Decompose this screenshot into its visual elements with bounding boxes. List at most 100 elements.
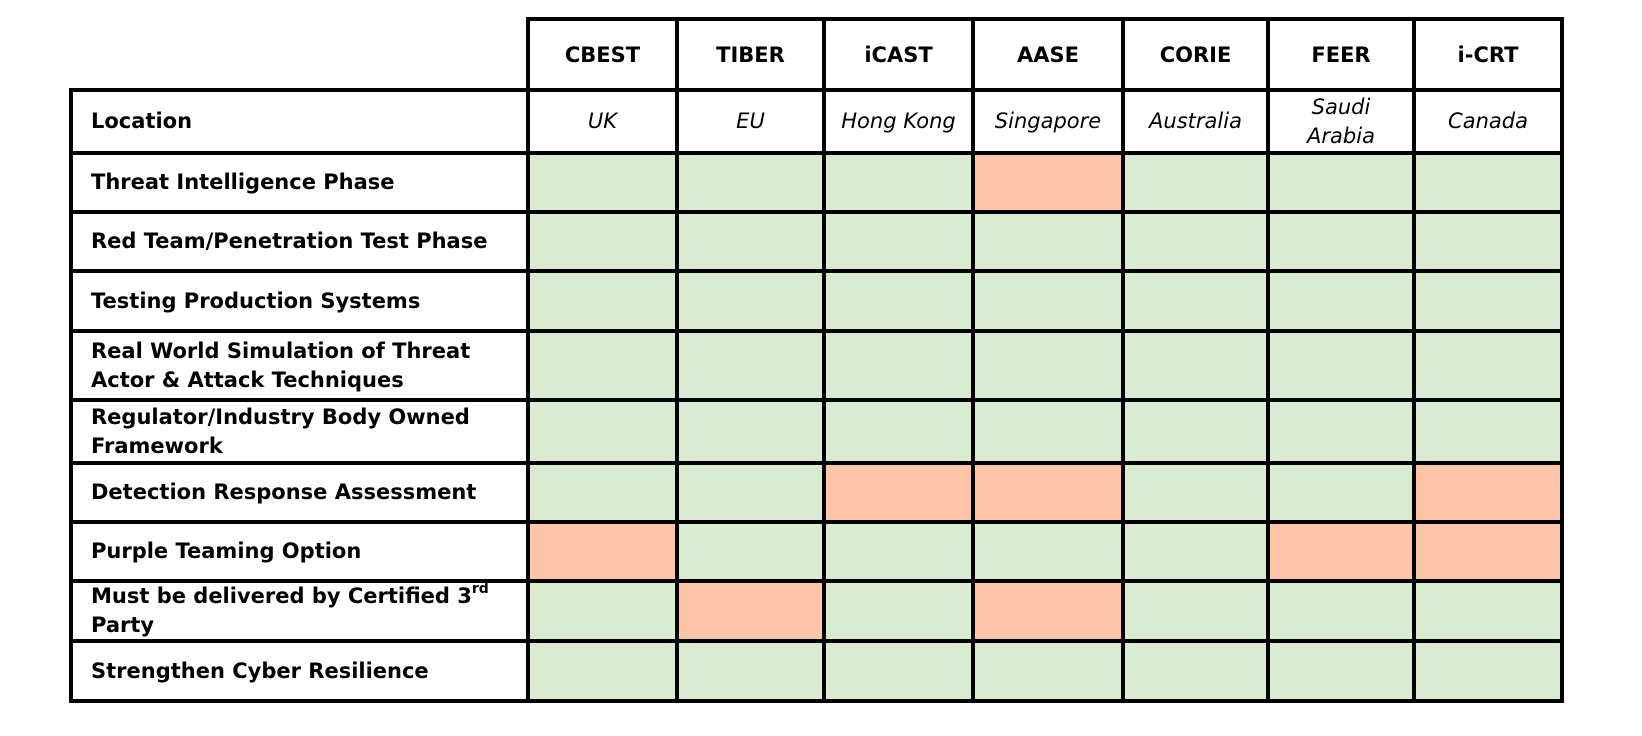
location-cell-i-crt: Canada [1448, 109, 1528, 133]
grid-line-horizontal [69, 461, 1564, 465]
column-header-cbest: CBEST [564, 42, 641, 67]
status-cell-cbest [528, 522, 677, 581]
row-label: Detection Response Assessment [91, 480, 477, 504]
status-cell-cbest [528, 463, 677, 522]
status-cell-corie [1123, 331, 1268, 400]
location-row-label: Location [91, 109, 193, 133]
grid-line-horizontal [69, 88, 1564, 92]
status-cell-aase [973, 522, 1123, 581]
row-label: Threat Intelligence Phase [91, 170, 395, 194]
status-cell-aase [973, 153, 1123, 212]
location-cell-tiber: EU [736, 109, 765, 133]
grid-line-horizontal [69, 210, 1564, 214]
status-cell-feer [1268, 153, 1414, 212]
status-cell-i-crt [1414, 331, 1562, 400]
status-cell-feer [1268, 400, 1414, 463]
status-cell-aase [973, 641, 1123, 701]
status-cell-feer [1268, 641, 1414, 701]
row-label: Regulator/Industry Body Owned Framework [91, 404, 470, 458]
status-cell-icast [824, 212, 973, 271]
column-header-aase: AASE [1017, 42, 1079, 67]
status-cell-tiber [677, 522, 824, 581]
status-cell-corie [1123, 581, 1268, 641]
status-cell-cbest [528, 153, 677, 212]
column-header-i-crt: i-CRT [1457, 42, 1519, 67]
status-cell-tiber [677, 400, 824, 463]
status-cell-tiber [677, 641, 824, 701]
status-cell-icast [824, 153, 973, 212]
status-cell-feer [1268, 271, 1414, 331]
grid-line-vertical [526, 17, 530, 703]
row-label: Red Team/Penetration Test Phase [91, 229, 488, 253]
status-cell-cbest [528, 581, 677, 641]
status-cell-aase [973, 331, 1123, 400]
status-cell-icast [824, 463, 973, 522]
status-cell-i-crt [1414, 271, 1562, 331]
row-label: Purple Teaming Option [91, 539, 362, 563]
status-cell-i-crt [1414, 463, 1562, 522]
status-cell-cbest [528, 212, 677, 271]
column-header-tiber: TIBER [716, 42, 785, 67]
grid-line-vertical [69, 88, 73, 703]
grid-line-horizontal [69, 269, 1564, 273]
grid-line-horizontal [69, 151, 1564, 155]
status-cell-i-crt [1414, 641, 1562, 701]
status-cell-feer [1268, 331, 1414, 400]
status-cell-i-crt [1414, 212, 1562, 271]
row-label: Must be delivered by Certified 3rd Party [91, 581, 489, 637]
location-cell-icast: Hong Kong [841, 109, 956, 133]
status-cell-cbest [528, 271, 677, 331]
location-cell-corie: Australia [1149, 109, 1242, 133]
status-cell-aase [973, 463, 1123, 522]
row-label: Real World Simulation of Threat Actor & … [91, 338, 471, 392]
status-cell-cbest [528, 331, 677, 400]
status-cell-cbest [528, 641, 677, 701]
status-cell-icast [824, 522, 973, 581]
status-cell-icast [824, 641, 973, 701]
status-cell-i-crt [1414, 581, 1562, 641]
status-cell-feer [1268, 581, 1414, 641]
status-cell-i-crt [1414, 522, 1562, 581]
status-cell-icast [824, 400, 973, 463]
status-cell-corie [1123, 641, 1268, 701]
status-cell-aase [973, 271, 1123, 331]
grid-line-vertical [971, 17, 975, 703]
grid-line-horizontal [526, 17, 1564, 21]
grid-line-vertical [1266, 17, 1270, 703]
status-cell-tiber [677, 153, 824, 212]
status-cell-i-crt [1414, 400, 1562, 463]
status-cell-corie [1123, 400, 1268, 463]
grid-line-vertical [1121, 17, 1125, 703]
status-cell-feer [1268, 463, 1414, 522]
grid-line-vertical [675, 17, 679, 703]
status-cell-corie [1123, 153, 1268, 212]
status-cell-feer [1268, 212, 1414, 271]
status-cell-tiber [677, 581, 824, 641]
status-cell-icast [824, 581, 973, 641]
status-cell-i-crt [1414, 153, 1562, 212]
status-cell-tiber [677, 271, 824, 331]
status-cell-aase [973, 581, 1123, 641]
status-cell-tiber [677, 463, 824, 522]
grid-line-vertical [822, 17, 826, 703]
grid-line-horizontal [69, 329, 1564, 333]
column-header-corie: CORIE [1159, 42, 1232, 67]
status-cell-icast [824, 331, 973, 400]
grid-line-horizontal [69, 699, 1564, 703]
grid-line-horizontal [69, 579, 1564, 583]
status-cell-tiber [677, 331, 824, 400]
status-cell-icast [824, 271, 973, 331]
grid-line-horizontal [69, 639, 1564, 643]
status-cell-corie [1123, 522, 1268, 581]
location-cell-feer: Saudi Arabia [1307, 94, 1375, 148]
column-header-feer: FEER [1311, 42, 1371, 67]
grid-line-horizontal [69, 520, 1564, 524]
location-cell-cbest: UK [587, 109, 618, 133]
status-cell-corie [1123, 212, 1268, 271]
status-cell-tiber [677, 212, 824, 271]
status-cell-aase [973, 400, 1123, 463]
status-cell-feer [1268, 522, 1414, 581]
row-label: Testing Production Systems [91, 288, 421, 313]
row-label: Strengthen Cyber Resilience [91, 658, 429, 683]
